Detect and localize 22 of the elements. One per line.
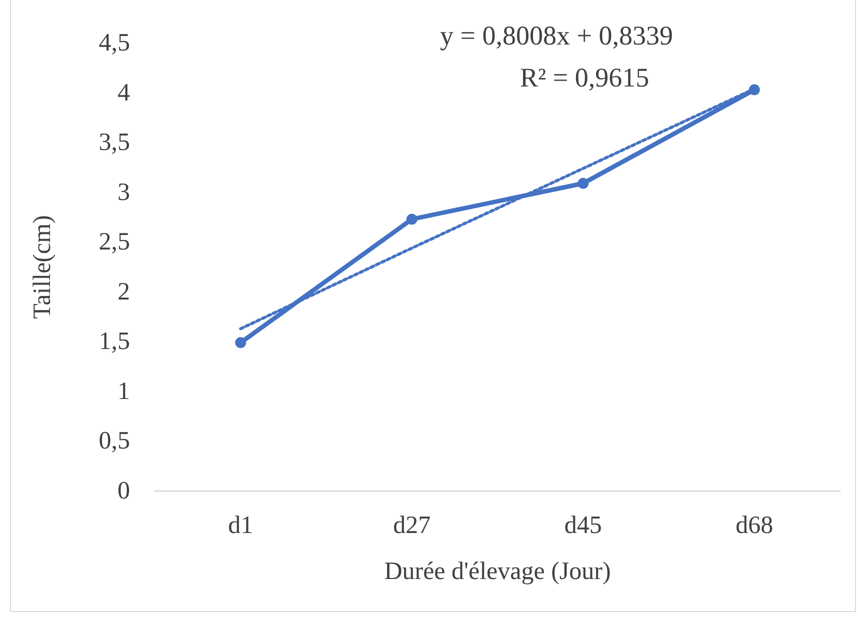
annotation: y = 0,8008x + 0,8339 — [440, 20, 673, 50]
y-tick-label: 1,5 — [98, 328, 130, 356]
point — [406, 214, 418, 225]
y-tick-label: 3,5 — [98, 129, 130, 156]
x-tick-label: d27 — [393, 512, 431, 539]
y-tick-label: 2,5 — [98, 228, 130, 256]
point — [235, 337, 246, 348]
y-tick-label: 3 — [118, 178, 130, 206]
y-axis-title: Taille(cm) — [29, 215, 56, 319]
y-tick-label: 2 — [118, 278, 130, 306]
point — [578, 178, 589, 189]
point — [748, 84, 760, 96]
x-tick-label: d1 — [228, 512, 254, 539]
y-tick-label: 4,5 — [98, 30, 130, 56]
x-tick-label: d45 — [564, 512, 602, 539]
y-tick-label: 0,5 — [98, 428, 130, 455]
annotation: R² = 0,9615 — [520, 62, 650, 92]
x-axis-title: Durée d'élevage (Jour) — [384, 558, 611, 585]
y-tick-label: 4 — [118, 79, 130, 106]
x-tick-label: d68 — [736, 512, 774, 539]
y-tick-label: 0 — [118, 478, 130, 504]
y-tick-label: 1 — [118, 378, 130, 405]
